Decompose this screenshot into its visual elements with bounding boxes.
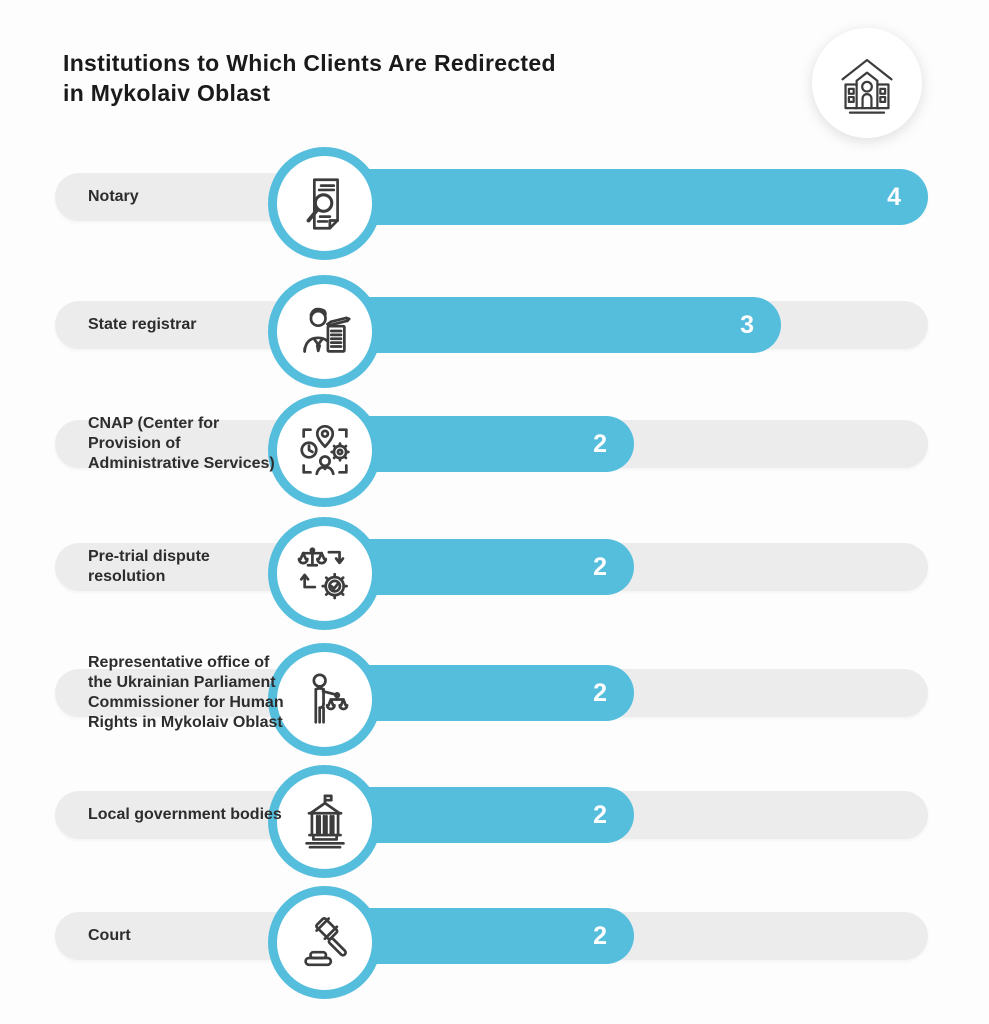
- row-label: State registrar: [88, 316, 197, 333]
- row-icon-circle: [268, 275, 381, 388]
- value-bar: 2: [340, 416, 634, 472]
- page-title-line1: Institutions to Which Clients Are Redire…: [63, 50, 556, 76]
- institution-building-icon: [841, 58, 893, 114]
- row-icon-circle: [268, 886, 381, 999]
- gavel-icon: [303, 916, 347, 966]
- header-badge: [812, 28, 922, 138]
- document-magnifier-icon: [306, 177, 339, 230]
- chart-row: 2 Representative office of the Ukrainian…: [0, 643, 989, 756]
- value-bar: 4: [340, 169, 928, 225]
- page-title-line2: in Mykolaiv Oblast: [63, 80, 271, 106]
- value-bar: 2: [340, 908, 634, 964]
- chart-row: 2 Pre-trial dispute resolution: [0, 517, 989, 630]
- row-label: Court: [88, 927, 131, 944]
- row-icon-circle: [268, 517, 381, 630]
- bar-value: 2: [593, 678, 607, 707]
- row-icon-circle: [268, 394, 381, 507]
- bar-value: 2: [593, 429, 607, 458]
- row-label: CNAP (Center for Provision of Administra…: [88, 415, 275, 472]
- value-bar: 2: [340, 787, 634, 843]
- bar-value: 2: [593, 552, 607, 581]
- page-title: Institutions to Which Clients Are Redire…: [63, 48, 556, 108]
- chart-row: 3 State registrar: [0, 275, 989, 388]
- row-label: Pre-trial dispute resolution: [88, 548, 210, 585]
- person-with-scales-icon: [312, 672, 348, 724]
- row-icon-circle: [268, 765, 381, 878]
- value-bar: 3: [340, 297, 781, 353]
- row-label: Representative office of the Ukrainian P…: [88, 654, 284, 731]
- value-bar: 2: [340, 665, 634, 721]
- bar-value: 4: [887, 182, 901, 211]
- dispute-process-icon: [297, 546, 348, 599]
- bar-value: 3: [740, 310, 754, 339]
- chart-row: 2 CNAP (Center for Provision of Administ…: [0, 394, 989, 507]
- chart-row: 2 Local government bodies: [0, 765, 989, 878]
- bar-value: 2: [593, 800, 607, 829]
- value-bar: 2: [340, 539, 634, 595]
- row-icon-circle: [268, 147, 381, 260]
- row-icon-circle: [268, 643, 381, 756]
- row-label: Notary: [88, 188, 139, 205]
- bar-value: 2: [593, 921, 607, 950]
- admin-services-icon: [299, 424, 350, 475]
- chart-row: 2 Court: [0, 886, 989, 999]
- person-document-icon: [302, 307, 351, 353]
- government-building-icon: [304, 793, 345, 849]
- chart-row: 4 Notary: [0, 147, 989, 260]
- row-label: Local government bodies: [88, 806, 282, 823]
